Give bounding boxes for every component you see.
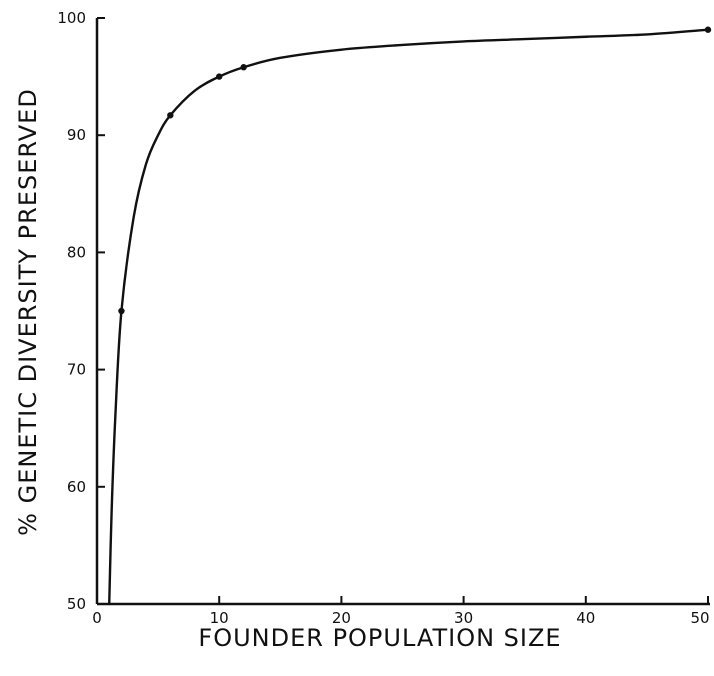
series-line	[108, 28, 710, 606]
data-points	[118, 26, 712, 315]
x-tick-label: 30	[454, 609, 473, 627]
data-point	[240, 64, 247, 71]
y-tick-label: 80	[67, 243, 86, 261]
axes	[95, 18, 710, 606]
x-ticks: 0 10 20 30 40 50	[92, 596, 710, 627]
data-point	[167, 112, 174, 119]
plot-area	[108, 26, 712, 606]
y-ticks: 50 60 70 80 90 100	[57, 9, 105, 613]
y-axis-title: % GENETIC DIVERSITY PRESERVED	[14, 88, 42, 536]
y-tick-label: 70	[67, 361, 86, 379]
x-tick-label: 50	[690, 609, 709, 627]
y-tick-label: 60	[67, 478, 86, 496]
data-point	[216, 73, 223, 80]
data-point	[704, 26, 712, 33]
x-tick-label: 0	[92, 609, 102, 627]
x-tick-label: 40	[576, 609, 595, 627]
y-tick-label: 100	[57, 9, 86, 27]
data-point	[118, 307, 125, 315]
y-tick-label: 50	[67, 595, 86, 613]
y-tick-label: 90	[67, 126, 86, 144]
x-axis-title: FOUNDER POPULATION SIZE	[198, 624, 561, 652]
x-tick-label: 20	[332, 609, 351, 627]
x-tick-label: 10	[210, 609, 229, 627]
